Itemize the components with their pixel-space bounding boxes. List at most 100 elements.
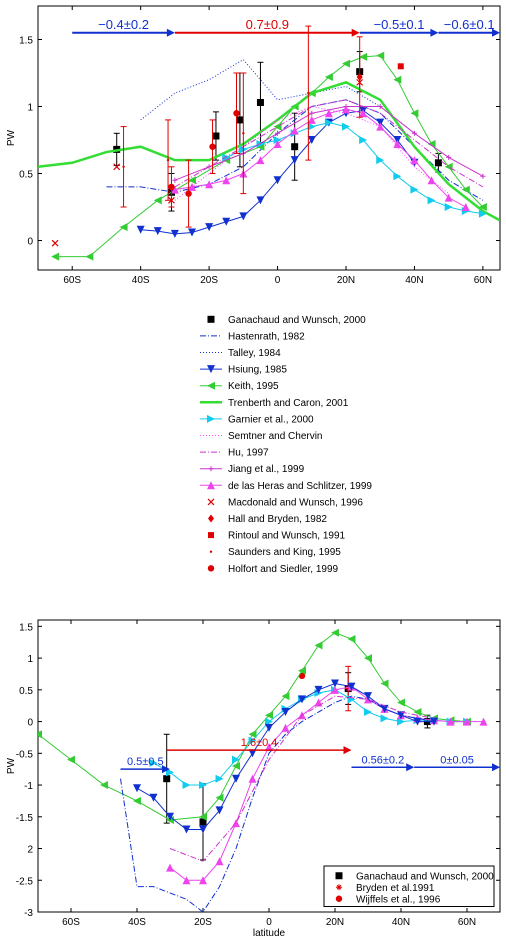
plot-frame: [37, 5, 501, 271]
data-point: [182, 825, 191, 834]
data-point: [281, 723, 290, 732]
legend-entry: Ganachaud and Wunsch, 2000: [207, 315, 366, 326]
data-point: [364, 708, 372, 717]
y-tick-label: -1.5: [16, 813, 34, 824]
data-point: [232, 762, 240, 770]
data-point: [380, 679, 389, 688]
data-point: [242, 132, 245, 135]
data-point: [232, 755, 240, 764]
x-tick-label: 40N: [405, 275, 423, 286]
data-point: [427, 140, 436, 149]
data-point: [461, 185, 470, 194]
y-tick-label: 1.5: [19, 36, 33, 47]
x-tick-label: 20N: [326, 917, 344, 928]
x-tick-label: 20N: [337, 275, 355, 286]
data-point: [166, 863, 174, 872]
data-point: [393, 136, 402, 145]
annotation-arrowhead: [162, 765, 170, 774]
legend-entry: Hsiung, 1985: [200, 365, 287, 376]
legend-entry: Trenberth and Caron, 2001: [200, 398, 349, 409]
legend-label: Keith, 1995: [228, 381, 279, 392]
transport-annotation: 0.56±0.2: [351, 754, 415, 772]
data-point: [248, 730, 257, 739]
x-tick-label: 40S: [132, 275, 150, 286]
data-point: [100, 781, 108, 790]
data-point: [347, 682, 356, 691]
legend-label: Saunders and King, 1995: [228, 547, 341, 558]
legend-label: Rintoul and Wunsch, 1991: [228, 531, 346, 542]
data-point: [170, 229, 179, 238]
data-point: [291, 143, 299, 151]
plot-area: [38, 628, 488, 912]
legend-entry: Semtner and Chervin: [200, 431, 323, 442]
series-line: [174, 108, 467, 208]
data-point: [188, 176, 196, 185]
legend-entry: Garnier et al., 2000: [200, 414, 314, 425]
legend-swatch-marker: [207, 414, 215, 423]
legend-entry: Hall and Bryden, 1982: [208, 514, 327, 525]
legend-entry: Jiang et al., 1999: [200, 464, 305, 475]
series-line: [38, 81, 500, 222]
legend-entry: Holfort and Siedler, 1999: [207, 564, 339, 575]
legend-label: Hu, 1997: [228, 448, 269, 459]
data-point: [427, 176, 436, 185]
y-tick-label: 1: [27, 654, 33, 665]
data-point: [199, 876, 207, 885]
data-point: [206, 164, 212, 170]
data-point: [410, 156, 419, 165]
legend-swatch-marker: [208, 514, 214, 523]
data-point: [166, 768, 174, 777]
series-bryden-et-al-1991: [345, 665, 352, 712]
data-point: [273, 136, 282, 145]
data-point: [478, 203, 487, 212]
data-point: [122, 165, 125, 169]
legend-label: Ganachaud and Wunsch, 2000: [356, 871, 494, 882]
data-point: [281, 708, 290, 717]
data-point: [166, 812, 174, 821]
data-point: [376, 118, 385, 127]
data-point: [331, 628, 339, 637]
data-point: [446, 154, 452, 160]
data-point: [427, 196, 436, 205]
x-tick-label: 60S: [63, 275, 81, 286]
legend-label: Garnier et al., 2000: [228, 414, 314, 425]
data-point: [222, 153, 231, 162]
legend-entry: Keith, 1995: [200, 381, 279, 392]
legend-label: Holfort and Siedler, 1999: [228, 564, 339, 575]
data-point: [273, 176, 282, 185]
data-point: [376, 122, 385, 131]
series-line: [174, 105, 449, 201]
data-point: [359, 109, 368, 118]
series-line: [169, 695, 435, 862]
data-point: [393, 75, 402, 84]
y-tick-label: -2.5: [16, 876, 34, 887]
legend-label: Hall and Bryden, 1982: [228, 514, 327, 525]
legend-label: Trenberth and Caron, 2001: [228, 398, 349, 409]
data-point: [199, 812, 207, 821]
y-tick-label: -0.5: [16, 749, 34, 760]
transport-annotation: 1.6±0.4: [166, 737, 352, 755]
data-point: [324, 109, 333, 118]
series-hu-1997: [174, 99, 484, 188]
x-tick-label: 0: [266, 917, 272, 928]
data-point: [281, 692, 290, 701]
transport-annotation: 0.7±0.9: [174, 17, 360, 37]
x-tick-label: 60S: [62, 917, 80, 928]
series-line: [174, 99, 484, 188]
annotation-arrowhead: [492, 28, 500, 37]
series-series: [166, 682, 488, 885]
data-point: [331, 685, 339, 694]
legend-label: Talley, 1984: [228, 348, 281, 359]
legend-swatch-marker: [336, 884, 342, 891]
legend-label: Wijffels et al., 1996: [356, 894, 441, 905]
annotation-label: −0.6±0.1: [444, 17, 495, 32]
data-point: [380, 714, 389, 723]
data-point: [256, 156, 265, 165]
transport-annotation: −0.5±0.1: [359, 17, 439, 37]
data-point: [170, 185, 179, 194]
data-point: [331, 679, 339, 688]
legend-label: Ganachaud and Wunsch, 2000: [228, 315, 366, 326]
data-point: [182, 876, 191, 885]
data-point: [232, 774, 240, 783]
transport-annotation: 0.5±0.5: [120, 756, 170, 774]
